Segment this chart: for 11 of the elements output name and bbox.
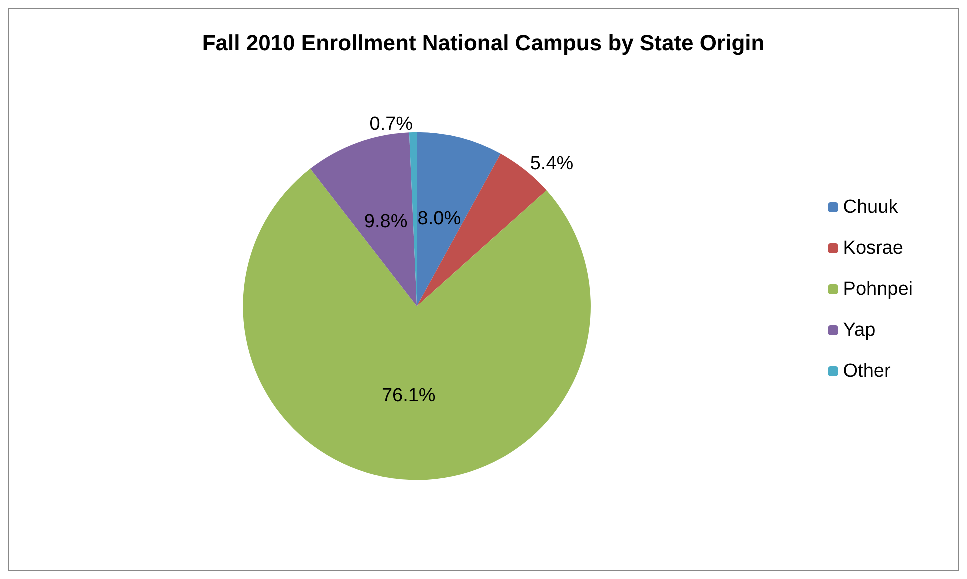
data-label: 8.0% <box>418 208 462 230</box>
legend-label: Kosrae <box>843 238 904 259</box>
legend-label: Chuuk <box>843 197 899 218</box>
legend-label: Pohnpei <box>843 279 914 300</box>
legend-label: Yap <box>843 320 876 341</box>
data-label: 5.4% <box>530 154 574 175</box>
chart-title: Fall 2010 Enrollment National Campus by State Origin <box>202 30 765 56</box>
data-label: 76.1% <box>382 385 436 406</box>
data-label: 0.7% <box>370 114 414 135</box>
legend-label: Other <box>843 361 892 382</box>
data-label: 9.8% <box>364 211 408 232</box>
